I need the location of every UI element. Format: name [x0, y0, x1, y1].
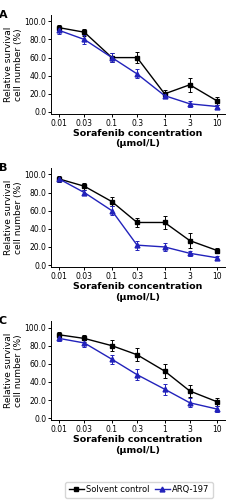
Y-axis label: Relative survival
cell number (%): Relative survival cell number (%) — [4, 26, 23, 102]
Text: B: B — [0, 163, 7, 173]
X-axis label: Sorafenib concentration
(μmol/L): Sorafenib concentration (μmol/L) — [73, 129, 202, 148]
Text: C: C — [0, 316, 7, 326]
Y-axis label: Relative survival
cell number (%): Relative survival cell number (%) — [4, 333, 23, 408]
X-axis label: Sorafenib concentration
(μmol/L): Sorafenib concentration (μmol/L) — [73, 282, 202, 302]
Text: A: A — [0, 10, 7, 20]
Legend: Solvent control, ARQ-197: Solvent control, ARQ-197 — [65, 482, 212, 498]
X-axis label: Sorafenib concentration
(μmol/L): Sorafenib concentration (μmol/L) — [73, 436, 202, 454]
Y-axis label: Relative survival
cell number (%): Relative survival cell number (%) — [4, 180, 23, 255]
